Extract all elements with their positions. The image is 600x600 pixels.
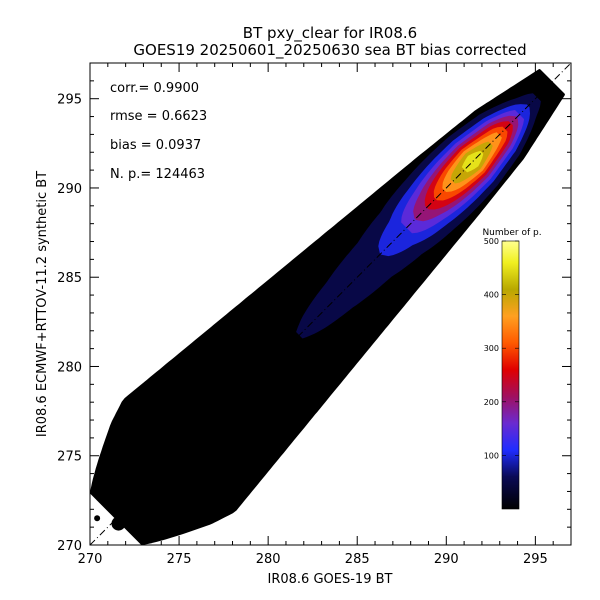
colorbar-title: Number of p. xyxy=(482,228,541,238)
colorbar-tick-label-4: 500 xyxy=(484,237,499,246)
x-axis-label: IR08.6 GOES-19 BT xyxy=(268,572,393,587)
sparse-point-1 xyxy=(124,503,137,516)
sparse-point-0 xyxy=(111,516,126,531)
y-tick-label-0: 270 xyxy=(57,539,82,554)
x-tick-label-4: 290 xyxy=(434,552,459,567)
sparse-point-2 xyxy=(94,515,101,522)
y-axis-label: IR08.6 ECMWF+RTTOV-11.2 synthetic BT xyxy=(35,171,50,437)
x-tick-label-0: 270 xyxy=(78,552,103,567)
x-tick-label-5: 295 xyxy=(523,552,548,567)
stat-npoints: N. p.= 124463 xyxy=(110,167,205,182)
x-tick-label-3: 285 xyxy=(345,552,370,567)
stat-rmse: rmse = 0.6623 xyxy=(110,109,207,124)
y-tick-label-2: 280 xyxy=(57,360,82,375)
colorbar-gradient xyxy=(501,240,520,510)
stat-corr: corr.= 0.9900 xyxy=(110,81,199,96)
colorbar-tick-label-1: 200 xyxy=(484,398,499,407)
sparse-point-3 xyxy=(134,484,145,495)
colorbar-tick-label-3: 400 xyxy=(484,291,499,300)
colorbar: Number of p. 100 200 300 400 500 xyxy=(482,228,542,510)
y-tick-label-1: 275 xyxy=(57,450,82,465)
chart-subtitle: GOES19 20250601_20250630 sea BT bias cor… xyxy=(133,41,526,60)
y-tick-label-4: 290 xyxy=(57,182,82,197)
y-tick-label-3: 285 xyxy=(57,271,82,286)
colorbar-tick-label-0: 100 xyxy=(484,451,499,460)
stat-bias: bias = 0.0937 xyxy=(110,138,201,153)
one-to-one-line xyxy=(90,63,571,545)
chart-title: BT pxy_clear for IR08.6 xyxy=(243,24,417,43)
y-axis: 270 275 280 285 290 295 xyxy=(57,62,571,554)
x-tick-label-1: 275 xyxy=(167,552,192,567)
x-tick-label-2: 280 xyxy=(256,552,281,567)
colorbar-ticks: 100 200 300 400 500 xyxy=(484,237,519,460)
y-tick-label-5: 295 xyxy=(57,93,82,108)
plot-frame xyxy=(89,62,572,546)
stats-annotations: corr.= 0.9900 rmse = 0.6623 bias = 0.093… xyxy=(110,81,207,182)
x-axis: 270 275 280 285 290 295 xyxy=(78,63,572,567)
colorbar-tick-label-2: 300 xyxy=(484,344,499,353)
